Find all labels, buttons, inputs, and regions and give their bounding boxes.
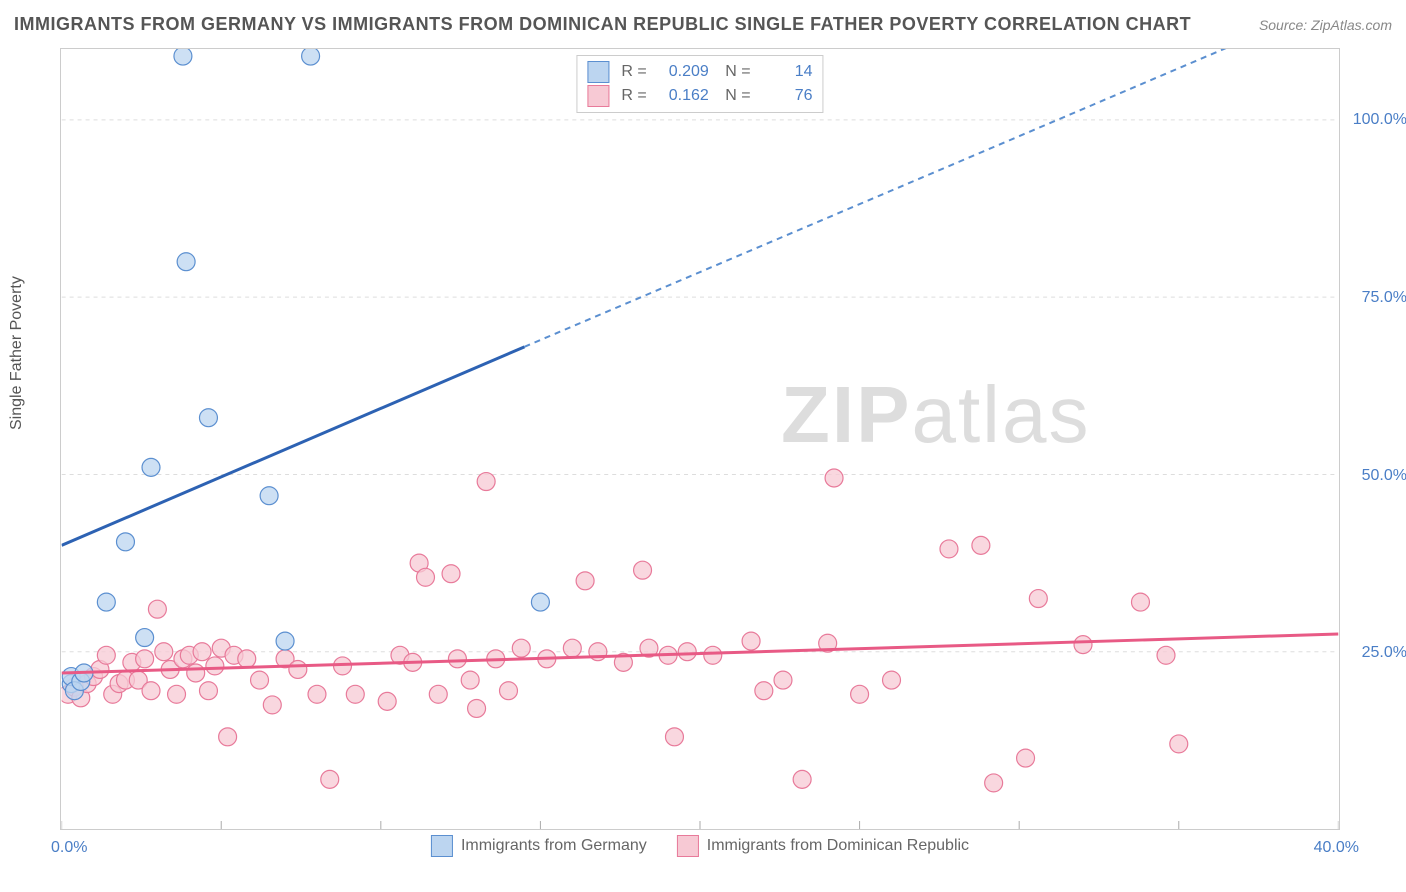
x-tick-label-max: 40.0% (1314, 839, 1359, 857)
n-value-dominican: 76 (763, 84, 813, 108)
x-tick-label-min: 0.0% (51, 839, 87, 857)
legend-row-germany: R = 0.209 N = 14 (587, 60, 812, 84)
bottom-swatch-dominican (677, 835, 699, 857)
bottom-legend-label-germany: Immigrants from Germany (461, 837, 647, 855)
source-label: Source: ZipAtlas.com (1259, 17, 1392, 33)
swatch-dominican (587, 85, 609, 107)
swatch-germany (587, 61, 609, 83)
plot-area: ZIPatlas 25.0%50.0%75.0%100.0% 0.0% 40.0… (60, 48, 1340, 830)
bottom-legend-label-dominican: Immigrants from Dominican Republic (707, 837, 969, 855)
chart-svg (61, 49, 1339, 829)
y-tick-label: 25.0% (1362, 644, 1406, 662)
title-bar: IMMIGRANTS FROM GERMANY VS IMMIGRANTS FR… (14, 14, 1392, 35)
r-value-dominican: 0.162 (659, 84, 709, 108)
y-tick-label: 50.0% (1362, 467, 1406, 485)
chart-title: IMMIGRANTS FROM GERMANY VS IMMIGRANTS FR… (14, 14, 1191, 35)
legend-row-dominican: R = 0.162 N = 76 (587, 84, 812, 108)
y-tick-label: 100.0% (1353, 111, 1406, 129)
bottom-legend: Immigrants from Germany Immigrants from … (431, 835, 969, 857)
bottom-legend-dominican: Immigrants from Dominican Republic (677, 835, 969, 857)
bottom-swatch-germany (431, 835, 453, 857)
y-axis-label: Single Father Poverty (8, 276, 26, 430)
n-value-germany: 14 (763, 60, 813, 84)
bottom-legend-germany: Immigrants from Germany (431, 835, 647, 857)
r-value-germany: 0.209 (659, 60, 709, 84)
stats-legend: R = 0.209 N = 14 R = 0.162 N = 76 (576, 55, 823, 113)
y-tick-label: 75.0% (1362, 289, 1406, 307)
